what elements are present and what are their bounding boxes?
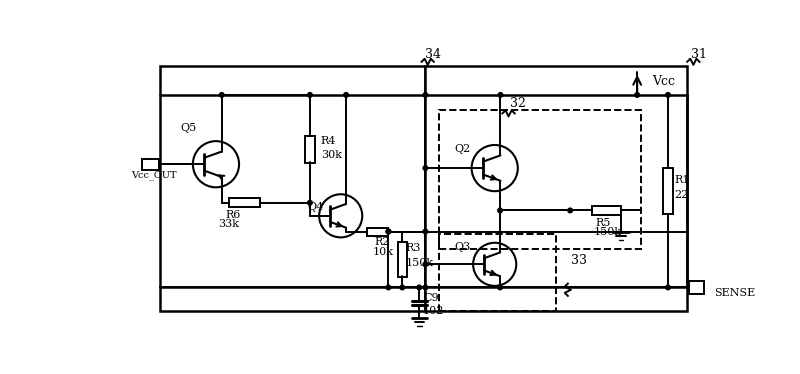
Circle shape xyxy=(386,285,390,290)
Circle shape xyxy=(498,208,502,213)
Text: R5: R5 xyxy=(595,218,611,228)
Text: 102: 102 xyxy=(423,306,445,316)
Text: 32: 32 xyxy=(510,97,526,110)
Bar xyxy=(439,233,556,310)
Text: 150k: 150k xyxy=(594,227,622,237)
Text: Q2: Q2 xyxy=(454,144,470,154)
Text: Q4: Q4 xyxy=(307,202,323,212)
Text: Q5: Q5 xyxy=(180,123,196,133)
Bar xyxy=(367,228,389,236)
Circle shape xyxy=(666,285,670,290)
Bar xyxy=(426,67,687,310)
Circle shape xyxy=(344,93,349,97)
Circle shape xyxy=(386,229,390,234)
Circle shape xyxy=(307,93,312,97)
Circle shape xyxy=(219,93,224,97)
Circle shape xyxy=(498,93,502,97)
Circle shape xyxy=(568,208,573,213)
Bar xyxy=(439,110,641,249)
Circle shape xyxy=(417,285,422,290)
Text: Vcc: Vcc xyxy=(653,74,675,88)
Bar xyxy=(592,206,621,215)
Bar xyxy=(689,281,704,294)
Bar xyxy=(398,242,407,277)
Circle shape xyxy=(423,285,428,290)
Bar xyxy=(142,159,159,170)
Text: 34: 34 xyxy=(425,47,441,61)
Bar xyxy=(306,136,314,163)
Bar xyxy=(229,198,260,207)
Bar xyxy=(663,168,673,214)
Text: SENSE: SENSE xyxy=(714,288,755,298)
Text: C9: C9 xyxy=(423,293,438,303)
Circle shape xyxy=(666,93,670,97)
Text: R3: R3 xyxy=(406,243,421,253)
Text: R4: R4 xyxy=(321,136,336,146)
Text: 10k: 10k xyxy=(373,246,394,257)
Text: 33: 33 xyxy=(571,254,587,267)
Circle shape xyxy=(423,262,428,267)
Circle shape xyxy=(423,229,428,234)
Circle shape xyxy=(498,285,502,290)
Text: Q3: Q3 xyxy=(454,242,470,252)
Text: 22: 22 xyxy=(674,190,688,200)
Text: 31: 31 xyxy=(690,47,706,61)
Circle shape xyxy=(400,285,405,290)
Circle shape xyxy=(423,166,428,171)
Text: 33k: 33k xyxy=(218,219,239,229)
Text: 30k: 30k xyxy=(321,150,342,160)
Text: R6: R6 xyxy=(226,210,241,220)
Text: R1: R1 xyxy=(674,175,690,186)
Text: R2: R2 xyxy=(374,237,390,247)
Circle shape xyxy=(307,200,312,205)
Circle shape xyxy=(386,229,390,234)
Circle shape xyxy=(635,93,639,97)
Text: 150k: 150k xyxy=(406,258,434,268)
Circle shape xyxy=(423,93,428,97)
Bar xyxy=(160,67,426,310)
Text: Vcc_OUT: Vcc_OUT xyxy=(131,170,177,180)
